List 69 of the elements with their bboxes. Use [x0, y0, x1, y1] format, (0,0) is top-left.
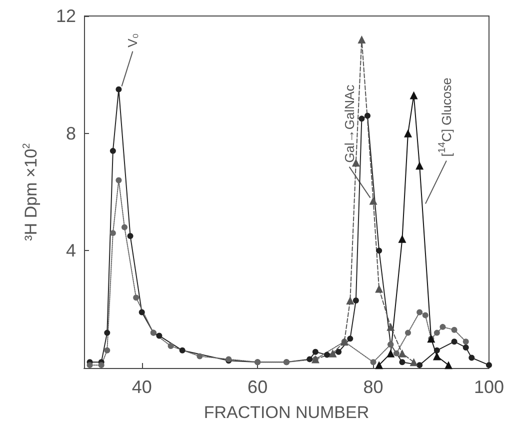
point [122, 224, 128, 230]
point [416, 162, 424, 170]
point [405, 330, 411, 336]
point [312, 348, 318, 355]
point [369, 196, 378, 205]
point [358, 116, 365, 122]
point [116, 177, 122, 184]
point [386, 349, 395, 358]
point [434, 347, 440, 354]
point [168, 343, 174, 349]
point [462, 344, 469, 350]
point [375, 361, 384, 370]
point [398, 349, 406, 358]
point [432, 352, 441, 360]
point [444, 361, 452, 370]
point [451, 326, 458, 333]
x-tick-label: 80 [363, 377, 384, 397]
y-tick-label: 12 [56, 6, 76, 26]
point [376, 248, 382, 254]
point [370, 359, 376, 366]
point [116, 86, 122, 92]
point [416, 309, 423, 316]
point [422, 312, 428, 318]
point [179, 347, 186, 354]
y-axis-title: ³H Dpm ×102 [22, 142, 40, 241]
point [156, 332, 162, 339]
point [346, 296, 354, 305]
point [364, 112, 370, 119]
x-axis-title: FRACTION NUMBER [204, 403, 370, 422]
point [110, 148, 116, 154]
point [138, 309, 145, 316]
point [352, 298, 359, 304]
point [324, 352, 330, 358]
point [306, 356, 313, 362]
point [399, 359, 406, 366]
x-tick-label: 40 [132, 377, 152, 397]
point [434, 330, 440, 336]
y-tick-label: 8 [66, 123, 76, 144]
annotation: Gal→GalNAc [342, 84, 357, 163]
point [386, 322, 395, 331]
point [196, 353, 203, 360]
point [104, 330, 110, 336]
point [110, 230, 116, 236]
annotation: [14C] Glucose [436, 78, 454, 157]
point [104, 347, 110, 354]
point [98, 362, 104, 368]
point [468, 354, 475, 361]
point [347, 336, 354, 342]
annotation: V₀ [125, 33, 140, 48]
point [86, 362, 93, 368]
point [375, 284, 384, 293]
y-tick-label: 4 [66, 240, 76, 261]
x-tick-label: 60 [248, 377, 268, 397]
point [486, 362, 492, 368]
point [336, 348, 342, 355]
point [398, 234, 406, 243]
point [410, 91, 418, 100]
point [358, 35, 366, 44]
point [416, 362, 423, 368]
point [127, 233, 134, 239]
point [393, 350, 400, 356]
point [328, 349, 337, 358]
point [462, 338, 469, 345]
x-tick-label: 100 [474, 377, 504, 397]
point [133, 294, 140, 301]
point [410, 358, 418, 366]
point [451, 338, 458, 345]
point [440, 324, 446, 330]
point [404, 129, 412, 138]
